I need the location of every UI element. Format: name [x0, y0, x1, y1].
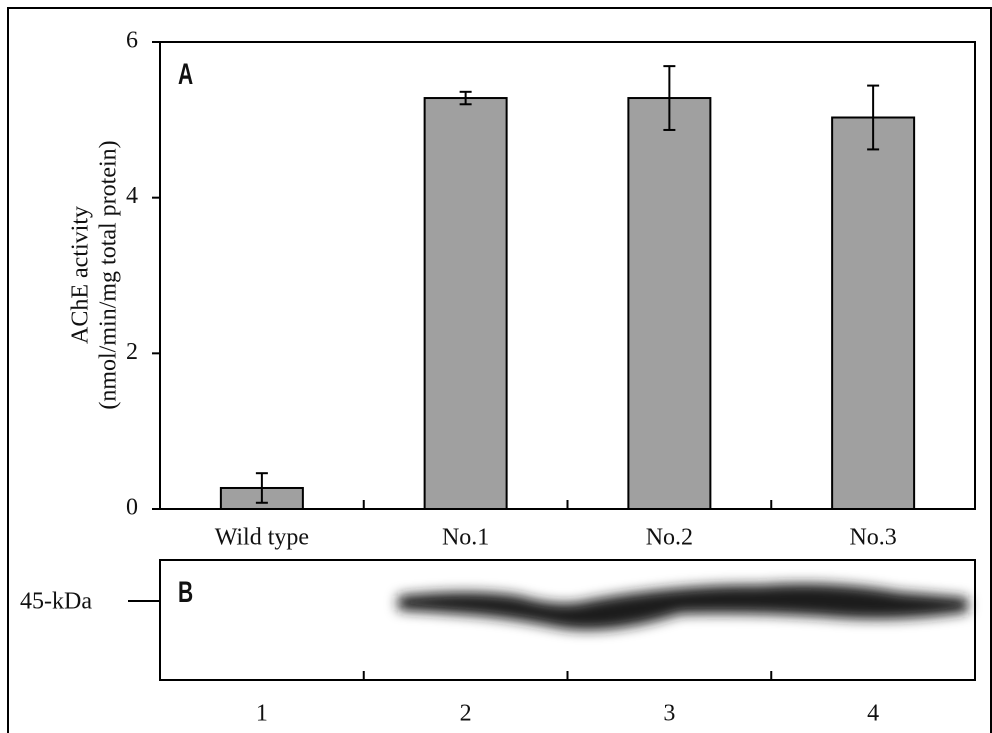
y-tick-label: 2	[126, 339, 138, 365]
blot-band	[398, 584, 968, 631]
lane-label: 1	[256, 701, 268, 727]
bar	[425, 98, 507, 509]
lane-label: 2	[460, 701, 472, 727]
lane-label: 4	[867, 701, 879, 727]
panel-label: B	[178, 576, 193, 608]
y-tick-label: 0	[126, 495, 138, 521]
x-tick-label: Wild type	[215, 525, 309, 551]
x-tick-label: No.2	[646, 525, 693, 551]
dynamic-layer: 0 2 4 6 Wild type No.1 No.2 No.3 1 2 3 4	[126, 28, 914, 727]
lane-label: 3	[663, 701, 675, 727]
y-axis-label: (nmol/min/mg total protein)	[96, 140, 122, 409]
y-tick-label: 6	[126, 28, 138, 54]
figure: A AChE activity (nmol/min/mg total prote…	[0, 0, 992, 733]
y-axis-label: AChE activity	[68, 206, 94, 344]
panel-label: A	[178, 58, 193, 90]
x-tick-label: No.1	[442, 525, 489, 551]
x-tick-label: No.3	[849, 525, 896, 551]
bar	[832, 117, 914, 509]
y-tick-label: 4	[126, 183, 138, 209]
marker-label: 45-kDa	[20, 589, 92, 615]
bar	[628, 98, 710, 509]
